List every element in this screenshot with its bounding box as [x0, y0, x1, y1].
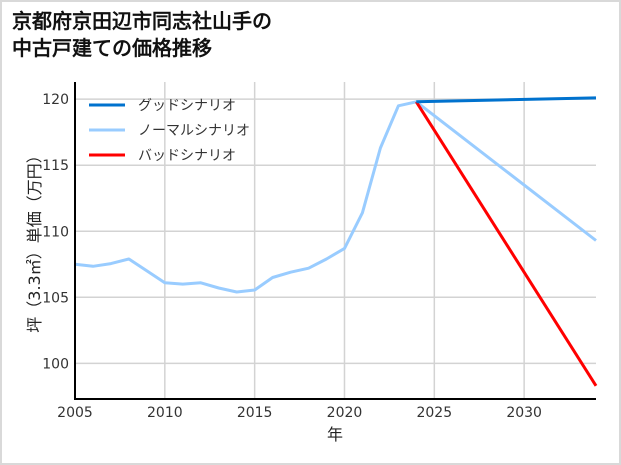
x-tick-label: 2010	[147, 405, 183, 421]
x-tick-label: 2015	[237, 405, 273, 421]
y-axis-label: 坪（3.3㎡）単価（万円）	[25, 147, 44, 332]
x-tick-label: 2025	[416, 405, 452, 421]
y-tick-label: 105	[42, 290, 69, 306]
series-line	[416, 96, 597, 104]
series-line	[74, 100, 597, 294]
tick-labels: 2005 2010 2015 2020 2025 2030 100 105 110 115 120	[42, 92, 542, 421]
series-lines	[74, 96, 598, 387]
x-tick-label: 2005	[57, 405, 93, 421]
x-tick-label: 2020	[327, 405, 363, 421]
legend-label: バッドシナリオ	[138, 148, 236, 164]
x-axis-label: 年	[327, 425, 343, 444]
axes	[74, 82, 596, 400]
title-line-1: 京都府京田辺市同志社山手の	[12, 9, 272, 33]
series-line	[415, 100, 598, 387]
x-tick-label: 2030	[506, 405, 542, 421]
y-tick-label: 100	[42, 356, 69, 372]
y-tick-label: 120	[42, 92, 69, 108]
legend-label: グッドシナリオ	[138, 98, 236, 114]
title-line-2: 中古戸建ての価格推移	[12, 36, 212, 60]
legend-label: ノーマルシナリオ	[138, 123, 250, 139]
y-tick-label: 115	[42, 158, 69, 174]
y-tick-label: 110	[42, 224, 69, 240]
chart-title: 京都府京田辺市同志社山手の 中古戸建ての価格推移	[12, 8, 272, 62]
